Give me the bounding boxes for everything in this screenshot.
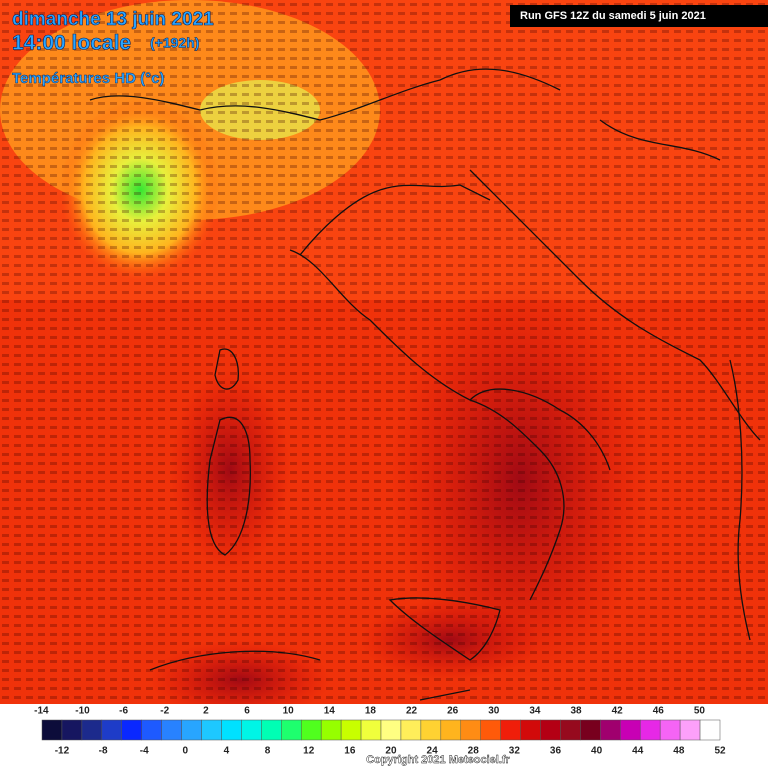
legend-swatch xyxy=(480,719,501,741)
legend-swatch xyxy=(261,719,282,741)
legend-label: 18 xyxy=(365,706,377,717)
legend-label: 36 xyxy=(550,746,562,757)
legend-label: 8 xyxy=(265,746,271,757)
legend-label: 10 xyxy=(283,706,295,717)
legend-label: 42 xyxy=(612,706,624,717)
legend-swatch xyxy=(121,719,142,741)
legend-swatch xyxy=(520,719,541,741)
run-banner xyxy=(510,5,768,27)
legend-label: 24 xyxy=(427,746,439,757)
legend-label: -4 xyxy=(140,746,149,757)
legend-swatch xyxy=(500,719,521,741)
legend-swatch xyxy=(41,719,63,741)
legend-swatch xyxy=(81,719,103,741)
value-grid xyxy=(0,0,768,718)
legend-label: 48 xyxy=(673,746,685,757)
legend-label: 34 xyxy=(529,706,541,717)
legend-swatch xyxy=(639,719,661,741)
legend-swatch xyxy=(181,719,202,741)
legend-label: 12 xyxy=(303,746,315,757)
legend-label: 28 xyxy=(468,746,480,757)
legend-swatch xyxy=(560,719,581,741)
legend-swatch xyxy=(659,719,681,741)
legend-label: 32 xyxy=(509,746,521,757)
variable-label: Températures HD (°c) xyxy=(12,70,164,87)
legend-swatch xyxy=(241,719,262,741)
legend-label: 0 xyxy=(183,746,189,757)
legend-label: 16 xyxy=(344,746,356,757)
legend-swatch xyxy=(600,719,621,741)
legend-label: 20 xyxy=(385,746,397,757)
legend-swatch xyxy=(61,719,83,741)
legend-swatch xyxy=(360,719,382,741)
date-title: dimanche 13 juin 2021 xyxy=(12,9,214,30)
legend-swatch xyxy=(440,719,462,741)
legend-swatch xyxy=(420,719,442,741)
legend-label: 6 xyxy=(244,706,250,717)
legend-swatch xyxy=(221,719,242,741)
legend-label: -8 xyxy=(99,746,108,757)
legend-swatch xyxy=(201,719,222,741)
legend-label: -10 xyxy=(75,706,90,717)
legend-label: 22 xyxy=(406,706,418,717)
legend-label: -12 xyxy=(55,746,70,757)
legend-swatch xyxy=(101,719,123,741)
color-legend: -14 -10 -6 -2 2 6 10 14 18 22 26 30 34 38 42 46 50-12 -8-… xyxy=(0,704,768,768)
run-label: Run GFS 12Z du samedi 5 juin 2021 xyxy=(520,10,706,22)
legend-label: 4 xyxy=(224,746,230,757)
legend-label: 26 xyxy=(447,706,459,717)
lead-time: (+192h) xyxy=(150,35,199,51)
legend-swatch xyxy=(141,719,162,741)
legend-label: 52 xyxy=(714,746,726,757)
legend-label: -6 xyxy=(119,706,128,717)
legend-swatch xyxy=(281,719,302,741)
legend-swatch xyxy=(580,719,601,741)
copyright: Copyright 2021 Meteociel.fr xyxy=(366,754,510,766)
legend-label: 2 xyxy=(203,706,209,717)
legend-swatch xyxy=(400,719,422,741)
legend-label: 46 xyxy=(653,706,665,717)
legend-swatch xyxy=(620,719,641,741)
legend-swatch xyxy=(460,719,481,741)
legend-swatch xyxy=(540,719,561,741)
legend-label: -2 xyxy=(160,706,169,717)
legend-swatch xyxy=(699,719,721,741)
time-title: 14:00 locale xyxy=(12,32,131,55)
legend-swatch xyxy=(380,719,402,741)
legend-label: 14 xyxy=(324,706,336,717)
legend-label: 44 xyxy=(632,746,644,757)
legend-swatch xyxy=(161,719,182,741)
legend-swatch xyxy=(679,719,701,741)
legend-label: 50 xyxy=(694,706,706,717)
legend-label: -14 xyxy=(34,706,49,717)
legend-label: 38 xyxy=(570,706,582,717)
legend-label: 40 xyxy=(591,746,603,757)
legend-swatch xyxy=(300,719,322,741)
legend-swatch xyxy=(320,719,342,741)
legend-label: 30 xyxy=(488,706,500,717)
coastlines xyxy=(89,68,761,701)
legend-swatch xyxy=(340,719,362,741)
